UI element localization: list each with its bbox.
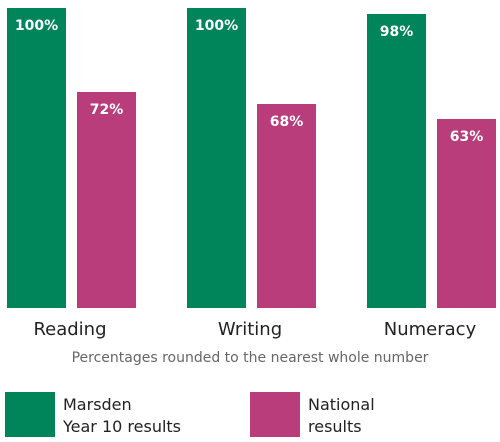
x-tick-label: Writing [218, 319, 282, 340]
value-label: 72% [90, 102, 124, 118]
legend-swatch [250, 392, 300, 437]
value-label: 100% [195, 18, 238, 34]
bar [437, 119, 496, 308]
value-label: 100% [15, 18, 58, 34]
value-label: 68% [270, 114, 304, 130]
x-tick-label: Reading [33, 319, 106, 340]
note: Percentages rounded to the nearest whole… [72, 350, 429, 366]
legend-label: Marsden Year 10 results [63, 395, 182, 436]
x-tick-label: Numeracy [384, 319, 477, 340]
bar [7, 8, 66, 308]
bar [77, 92, 136, 308]
value-label: 98% [380, 24, 414, 40]
bar [187, 8, 246, 308]
legend-label: National results [308, 395, 375, 436]
bar [367, 14, 426, 308]
legend-swatch [5, 392, 55, 437]
value-label: 63% [450, 129, 484, 145]
bar [257, 104, 316, 308]
